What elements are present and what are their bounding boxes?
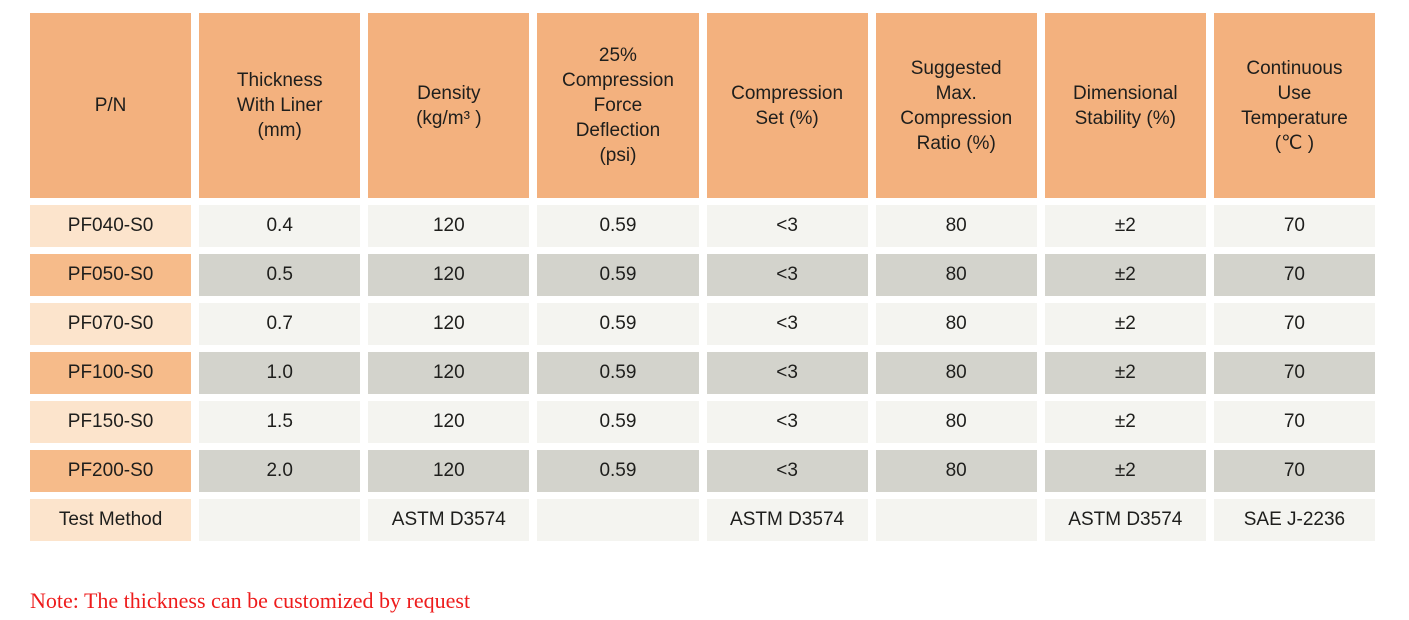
cell: 120 <box>368 352 530 394</box>
cell: ASTM D3574 <box>368 499 530 541</box>
cell: 70 <box>1213 303 1375 345</box>
cell: 0.59 <box>537 303 699 345</box>
cell: 80 <box>875 401 1037 443</box>
column-header-compression-set: Compression Set (%) <box>706 13 868 198</box>
cell: 70 <box>1213 401 1375 443</box>
cell: <3 <box>706 303 868 345</box>
product-spec-table: P/N Thickness With Liner (mm) Density (kg/… <box>22 6 1383 548</box>
column-header-thickness-with-liner: Thickness With Liner (mm) <box>199 13 361 198</box>
cell: 1.5 <box>199 401 361 443</box>
cell: 70 <box>1213 254 1375 296</box>
row-label: Test Method <box>30 499 192 541</box>
cell: 70 <box>1213 205 1375 247</box>
test-method-row: Test Method ASTM D3574 ASTM D3574 ASTM D357… <box>30 499 1375 541</box>
cell: 0.59 <box>537 450 699 492</box>
cell: 80 <box>875 254 1037 296</box>
cell: 1.0 <box>199 352 361 394</box>
cell: 80 <box>875 352 1037 394</box>
cell: 80 <box>875 450 1037 492</box>
cell: 0.59 <box>537 352 699 394</box>
column-header-suggested-max-compression-ratio: Suggested Max. Compression Ratio (%) <box>875 13 1037 198</box>
cell: ASTM D3574 <box>706 499 868 541</box>
cell: 80 <box>875 205 1037 247</box>
row-label: PF200-S0 <box>30 450 192 492</box>
cell: 2.0 <box>199 450 361 492</box>
spec-table-body: PF040-S0 0.4 120 0.59 <3 80 ±2 70 PF050-S0 0.5 120… <box>30 205 1375 541</box>
table-row: PF040-S0 0.4 120 0.59 <3 80 ±2 70 <box>30 205 1375 247</box>
cell: <3 <box>706 401 868 443</box>
cell <box>537 499 699 541</box>
cell: <3 <box>706 450 868 492</box>
cell: ±2 <box>1044 303 1206 345</box>
cell: 120 <box>368 450 530 492</box>
cell: ASTM D3574 <box>1044 499 1206 541</box>
column-header-dimensional-stability: Dimensional Stability (%) <box>1044 13 1206 198</box>
column-header-continuous-use-temperature: Continuous Use Temperature (℃ ) <box>1213 13 1375 198</box>
row-label: PF100-S0 <box>30 352 192 394</box>
header-row: P/N Thickness With Liner (mm) Density (kg/… <box>30 13 1375 198</box>
table-row: PF200-S0 2.0 120 0.59 <3 80 ±2 70 <box>30 450 1375 492</box>
cell: ±2 <box>1044 352 1206 394</box>
cell: 120 <box>368 205 530 247</box>
cell: SAE J-2236 <box>1213 499 1375 541</box>
table-row: PF050-S0 0.5 120 0.59 <3 80 ±2 70 <box>30 254 1375 296</box>
cell: 80 <box>875 303 1037 345</box>
row-label: PF150-S0 <box>30 401 192 443</box>
cell: 70 <box>1213 352 1375 394</box>
cell: 0.5 <box>199 254 361 296</box>
cell: 0.59 <box>537 401 699 443</box>
cell: 120 <box>368 401 530 443</box>
spec-table-header: P/N Thickness With Liner (mm) Density (kg/… <box>30 13 1375 198</box>
row-label: PF050-S0 <box>30 254 192 296</box>
cell: 0.7 <box>199 303 361 345</box>
row-label: PF070-S0 <box>30 303 192 345</box>
cell: <3 <box>706 254 868 296</box>
table-row: PF070-S0 0.7 120 0.59 <3 80 ±2 70 <box>30 303 1375 345</box>
cell: ±2 <box>1044 450 1206 492</box>
table-row: PF100-S0 1.0 120 0.59 <3 80 ±2 70 <box>30 352 1375 394</box>
cell: ±2 <box>1044 205 1206 247</box>
cell: <3 <box>706 352 868 394</box>
cell: ±2 <box>1044 401 1206 443</box>
cell: 0.59 <box>537 254 699 296</box>
cell: 0.59 <box>537 205 699 247</box>
column-header-density: Density (kg/m³ ) <box>368 13 530 198</box>
column-header-compression-force-deflection: 25% Compression Force Deflection (psi) <box>537 13 699 198</box>
cell: 0.4 <box>199 205 361 247</box>
cell: ±2 <box>1044 254 1206 296</box>
cell <box>199 499 361 541</box>
column-header-pn: P/N <box>30 13 192 198</box>
cell: 120 <box>368 254 530 296</box>
row-label: PF040-S0 <box>30 205 192 247</box>
table-row: PF150-S0 1.5 120 0.59 <3 80 ±2 70 <box>30 401 1375 443</box>
cell: <3 <box>706 205 868 247</box>
cell: 120 <box>368 303 530 345</box>
cell: 70 <box>1213 450 1375 492</box>
thickness-note: Note: The thickness can be customized by… <box>30 588 471 613</box>
cell <box>875 499 1037 541</box>
